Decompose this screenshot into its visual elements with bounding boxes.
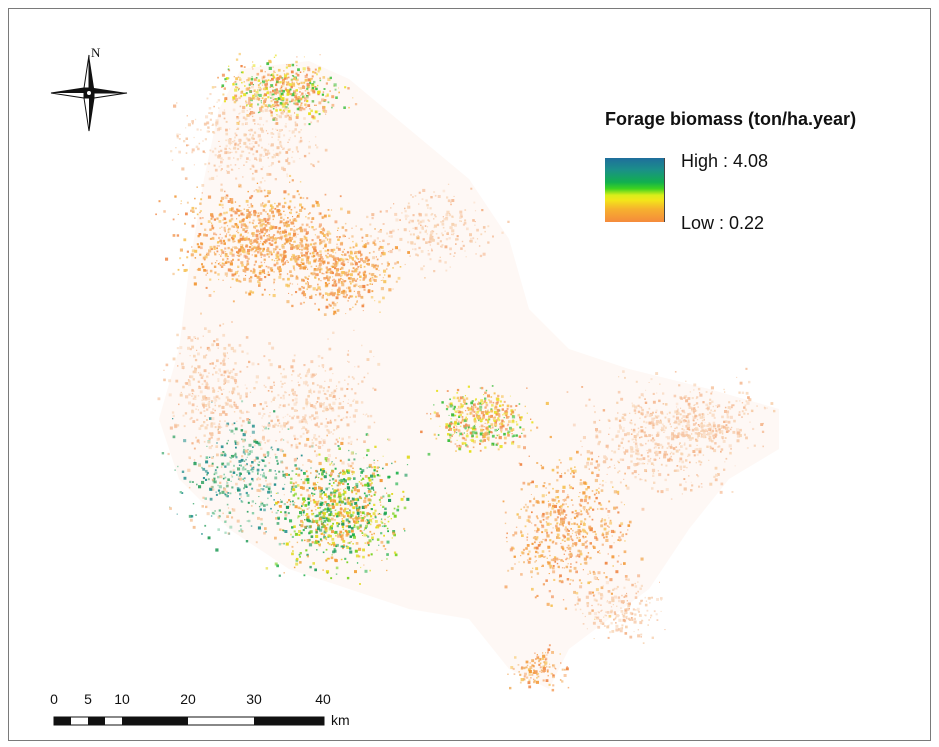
scale-tick-label: 30 <box>246 691 262 707</box>
biomass-raster <box>155 52 776 692</box>
legend-high-label: High : 4.08 <box>681 151 769 171</box>
scale-tick-label: 0 <box>50 691 58 707</box>
legend-title: Forage biomass (ton/ha.year) <box>605 109 857 129</box>
scale-tick-label: 20 <box>180 691 196 707</box>
scale-tick-label: 40 <box>315 691 331 707</box>
north-arrow-icon <box>50 54 128 132</box>
scale-tick-label: 5 <box>84 691 92 707</box>
scale-unit: km <box>331 712 350 728</box>
scale-tick-label: 10 <box>114 691 130 707</box>
legend-low-label: Low : 0.22 <box>681 213 765 233</box>
north-label: N <box>91 45 101 60</box>
scale-bar <box>53 716 325 726</box>
map-canvas <box>50 52 779 726</box>
map-frame: N Forage biomass (ton/ha.year) High : 4.… <box>8 8 931 741</box>
legend-color-ramp <box>605 158 665 222</box>
